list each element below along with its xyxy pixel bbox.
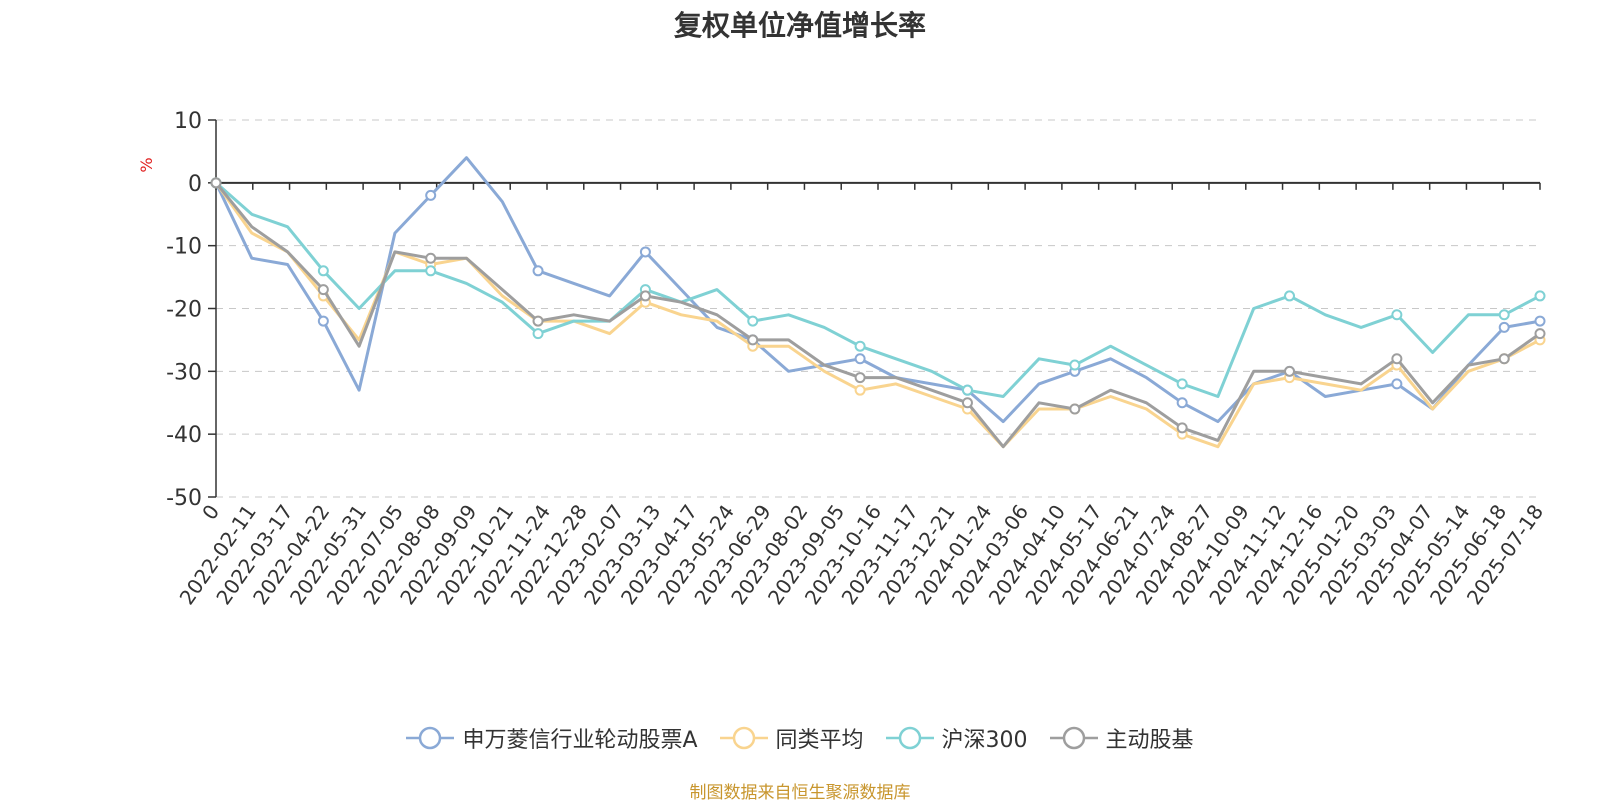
legend-swatch [719,726,768,750]
chart-title: 复权单位净值增长率 [673,9,926,42]
data-point [317,284,329,296]
series-line-3 [214,181,1541,449]
data-point [1284,290,1296,302]
legend-swatch [406,726,455,750]
legend-swatch [885,726,934,750]
legend-swatch [1049,726,1098,750]
data-point [532,328,544,340]
data-point [425,189,437,201]
data-point [1498,321,1510,333]
y-tick-label: -10 [166,235,202,260]
data-point [1284,365,1296,377]
data-point [317,265,329,277]
legend-label: 申万菱信行业轮动股票A [462,728,698,753]
series-line-1 [214,181,1541,449]
x-tick-label: 0 [197,500,224,524]
data-point [854,353,866,365]
data-point [639,290,651,302]
data-point [747,315,759,327]
data-point [1391,353,1403,365]
data-point [210,177,222,189]
series-lines [210,156,1546,449]
data-point [1534,328,1546,340]
legend-label: 同类平均 [775,728,864,753]
legend: 申万菱信行业轮动股票A 同类平均 沪深300 主动股基 [0,722,1600,754]
data-point [425,265,437,277]
data-point [961,397,973,409]
legend-item[interactable]: 沪深300 [885,722,1028,754]
grid-lines [216,119,1540,498]
data-point [1534,315,1546,327]
data-point [961,384,973,396]
data-point [1534,290,1546,302]
data-point [532,315,544,327]
data-point [425,252,437,264]
y-tick-label: 0 [188,172,202,197]
data-point [747,334,759,346]
data-point [1176,422,1188,434]
data-point [854,372,866,384]
y-axis-label: % [137,157,156,172]
y-tick-label: 10 [174,109,202,134]
data-point [854,384,866,396]
legend-label: 主动股基 [1105,728,1194,753]
legend-item[interactable]: 同类平均 [719,722,864,754]
data-point [639,246,651,258]
y-tick-label: -20 [166,298,202,323]
y-tick-label: -30 [166,360,202,385]
data-point [1391,309,1403,321]
data-point [532,265,544,277]
data-point [1391,378,1403,390]
legend-item[interactable]: 申万菱信行业轮动股票A [406,722,698,754]
legend-label: 沪深300 [941,728,1028,753]
data-point [854,340,866,352]
y-tick-label: -50 [166,486,202,511]
data-point [1069,403,1081,415]
data-point [1176,378,1188,390]
y-tick-label: -40 [166,423,202,448]
legend-item[interactable]: 主动股基 [1049,722,1194,754]
source-note: 制图数据来自恒生聚源数据库 [689,783,911,803]
data-point [1069,359,1081,371]
data-point [317,315,329,327]
data-point [1498,353,1510,365]
data-point [1498,309,1510,321]
series-line-0 [214,156,1541,424]
series-line-2 [215,181,1541,398]
data-point [1176,397,1188,409]
